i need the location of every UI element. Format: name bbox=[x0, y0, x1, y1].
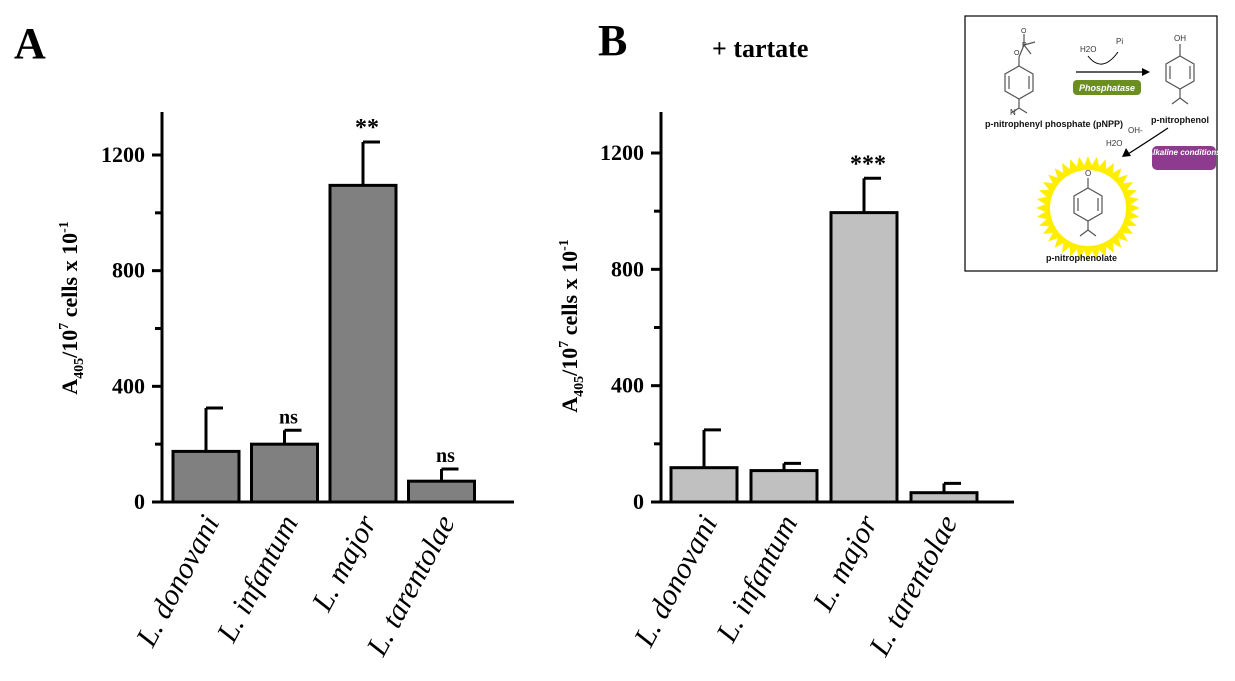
p-nitrophenolate-label: p-nitrophenolate bbox=[1046, 253, 1117, 263]
category-label: L. major bbox=[806, 510, 884, 618]
category-label: L. infantum bbox=[210, 510, 305, 649]
bar bbox=[829, 211, 899, 504]
alkaline-line-1: Alkaline conditions bbox=[1146, 148, 1221, 157]
panel-label-b: B bbox=[598, 16, 627, 65]
hydroxide-label: OH- bbox=[1128, 126, 1143, 135]
bar bbox=[171, 449, 241, 504]
category-label: L. major bbox=[305, 510, 383, 618]
y-tick-label: 1200 bbox=[101, 142, 145, 167]
phosphate-o-label: O bbox=[1021, 28, 1027, 35]
water-label: H2O bbox=[1080, 45, 1096, 54]
phosphate-label: Pi bbox=[1116, 37, 1123, 46]
phosphatase-label: Phosphatase bbox=[1079, 83, 1135, 93]
phosphorus-label: P bbox=[1022, 42, 1027, 49]
y-tick-label: 400 bbox=[112, 373, 145, 398]
pnpp-molecule-icon bbox=[1004, 34, 1036, 114]
bar bbox=[749, 469, 819, 504]
alkaline-label: Alkaline conditions bbox=[1146, 148, 1221, 157]
phosphatase-badge bbox=[1073, 80, 1141, 95]
bar bbox=[250, 442, 319, 504]
y-tick-label: 0 bbox=[633, 489, 644, 514]
hydroxyl-label: OH bbox=[1174, 34, 1186, 43]
y-axis-label-b: A405/107 cells x 10-1 bbox=[557, 239, 587, 413]
panel-label-a: A bbox=[14, 19, 46, 68]
reaction-scheme-inset: N O O P p-nitrophenyl phosphate (pNPP) H… bbox=[964, 15, 1221, 272]
significance-label: *** bbox=[850, 151, 886, 177]
y-tick-label: 400 bbox=[611, 373, 644, 398]
bar bbox=[328, 183, 398, 504]
y-tick-label: 1200 bbox=[600, 140, 644, 165]
glow-core bbox=[1050, 170, 1126, 246]
p-nitrophenolate-molecule-icon bbox=[1073, 178, 1103, 237]
phenolate-o-label: O bbox=[1085, 169, 1091, 178]
significance-label: ns bbox=[436, 445, 455, 467]
side-arrow-1 bbox=[1087, 51, 1119, 65]
p-nitrophenol-label: p-nitrophenol bbox=[1151, 115, 1209, 125]
y-axis-label-a: A405/107 cells x 10-1 bbox=[57, 221, 87, 395]
bar bbox=[669, 466, 739, 504]
reaction-arrow-1-head bbox=[1142, 68, 1150, 76]
bar bbox=[909, 491, 979, 504]
bar bbox=[407, 479, 476, 504]
p-nitrophenol-molecule-icon bbox=[1165, 44, 1195, 105]
alkaline-badge bbox=[1152, 146, 1216, 170]
y-tick-label: 0 bbox=[134, 489, 145, 514]
y-tick-label: 800 bbox=[112, 258, 145, 283]
significance-label: ** bbox=[355, 115, 379, 141]
pnpp-label: p-nitrophenyl phosphate (pNPP) bbox=[985, 119, 1123, 129]
nitro-n-label: N bbox=[1010, 108, 1016, 117]
water2-label: H2O bbox=[1106, 139, 1122, 148]
chart-title-b: + tartate bbox=[712, 34, 808, 63]
y-tick-label: 800 bbox=[611, 256, 644, 281]
significance-label: ns bbox=[279, 406, 298, 428]
ester-o-label: O bbox=[1014, 50, 1020, 57]
reaction-arrow-2 bbox=[1127, 127, 1169, 155]
reaction-arrow-2-head bbox=[1122, 148, 1131, 157]
category-label: L. infantum bbox=[710, 510, 805, 649]
